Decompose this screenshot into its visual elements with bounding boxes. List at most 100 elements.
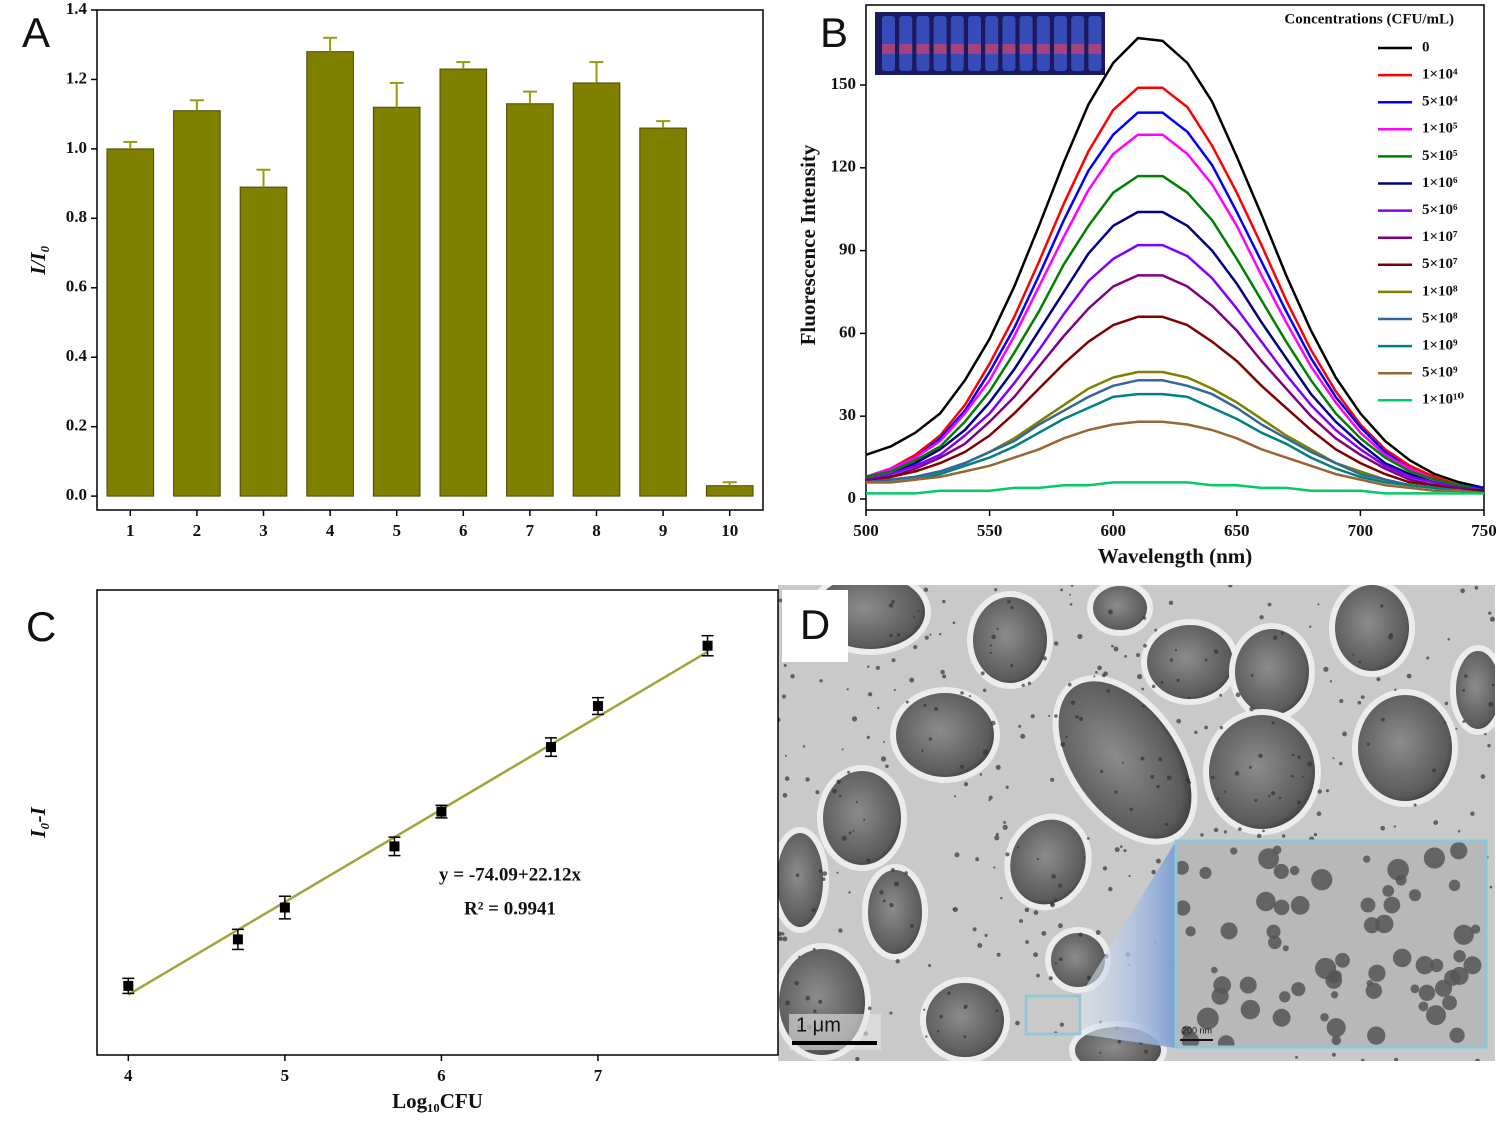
vial <box>950 16 964 71</box>
particle <box>1155 858 1161 864</box>
legend-label: 1×10⁹ <box>1422 338 1458 354</box>
particle <box>784 754 788 757</box>
particle <box>1291 753 1295 757</box>
particle <box>1308 625 1312 629</box>
particle <box>1077 633 1083 640</box>
particle <box>1054 962 1057 965</box>
particle <box>781 932 785 936</box>
particle <box>1058 883 1063 888</box>
particle <box>1367 1026 1386 1045</box>
vial-band <box>950 44 964 54</box>
particle <box>1027 681 1032 686</box>
vial-band <box>1088 44 1102 54</box>
particle <box>1095 930 1101 935</box>
particle <box>1289 865 1300 876</box>
particle <box>1054 714 1058 718</box>
data-point <box>389 841 400 852</box>
particle <box>1123 849 1127 853</box>
particle <box>1053 898 1058 902</box>
particle <box>1426 656 1430 660</box>
cell <box>778 827 829 933</box>
spectrum-line <box>866 392 1485 495</box>
particle <box>1383 896 1401 914</box>
x-tick-label: 550 <box>977 521 1003 540</box>
particle <box>1470 811 1475 816</box>
particle <box>805 777 810 782</box>
particle <box>1078 716 1084 722</box>
particle <box>1143 1049 1149 1054</box>
particle <box>1326 1018 1346 1038</box>
particle <box>1160 681 1164 684</box>
particle <box>1480 774 1486 779</box>
particle <box>1464 674 1468 678</box>
particle <box>1140 756 1145 761</box>
vial <box>1019 16 1033 71</box>
particle <box>1151 684 1156 689</box>
vial-band <box>1054 44 1067 54</box>
legend: Concentrations (CFU/mL) 0 1×10⁴ 5×10⁴ 1×10⁵ 5… <box>1284 11 1464 407</box>
particle <box>893 688 896 692</box>
fit-line <box>127 650 709 996</box>
particle <box>1270 791 1276 796</box>
particle <box>1235 692 1241 698</box>
particle <box>1216 797 1220 800</box>
particle <box>1238 827 1242 831</box>
vial <box>1036 16 1050 71</box>
particle <box>875 665 880 670</box>
particle <box>934 706 939 711</box>
particle <box>1053 641 1059 646</box>
particle <box>815 790 820 795</box>
particle <box>1128 874 1131 878</box>
particle <box>863 818 866 821</box>
particle <box>781 694 787 699</box>
particle <box>1330 991 1339 999</box>
particle <box>1376 677 1381 682</box>
spectrum-line <box>865 86 1485 490</box>
particle <box>1358 660 1362 664</box>
cell <box>862 864 928 960</box>
particle <box>991 634 996 640</box>
vial-band <box>916 44 930 54</box>
particle <box>1449 1027 1465 1043</box>
plot-frame <box>96 9 764 511</box>
particle <box>885 764 889 769</box>
particle <box>1196 1007 1219 1030</box>
particle <box>1204 658 1208 662</box>
x-tick-label: 5 <box>392 521 401 540</box>
particle <box>1136 653 1141 658</box>
spectrum-line <box>865 315 1484 492</box>
particle <box>802 745 806 748</box>
x-tick-label: 7 <box>594 1066 603 1085</box>
cell <box>1329 585 1415 677</box>
particle <box>1363 917 1380 934</box>
data-point <box>702 640 713 651</box>
cell <box>890 687 1000 783</box>
particle <box>1158 757 1163 762</box>
data-point <box>592 701 603 712</box>
particle <box>1015 1020 1020 1026</box>
x-tick-label: 10 <box>721 521 738 540</box>
particle <box>947 991 951 995</box>
particle <box>784 776 790 781</box>
particle <box>1239 976 1257 994</box>
particle <box>1418 1001 1429 1012</box>
particle <box>1256 891 1276 912</box>
particle <box>939 633 942 636</box>
legend-label: 0 <box>1422 39 1430 55</box>
particle <box>818 999 823 1004</box>
particle <box>1108 609 1113 615</box>
y-tick-label: 30 <box>839 405 856 424</box>
vial-band <box>1002 44 1016 54</box>
y-tick-label: 0 <box>848 488 857 507</box>
legend-label: 5×10⁶ <box>1422 202 1458 218</box>
label-box <box>782 590 848 662</box>
particle <box>783 663 787 667</box>
vial <box>882 16 895 71</box>
particle <box>1413 803 1417 807</box>
x-tick-label: 4 <box>326 521 335 540</box>
vial <box>1002 16 1016 71</box>
particle <box>1021 683 1025 687</box>
y-tick-label: 0.4 <box>66 346 88 365</box>
particle <box>855 1056 860 1061</box>
particle <box>1462 688 1465 692</box>
